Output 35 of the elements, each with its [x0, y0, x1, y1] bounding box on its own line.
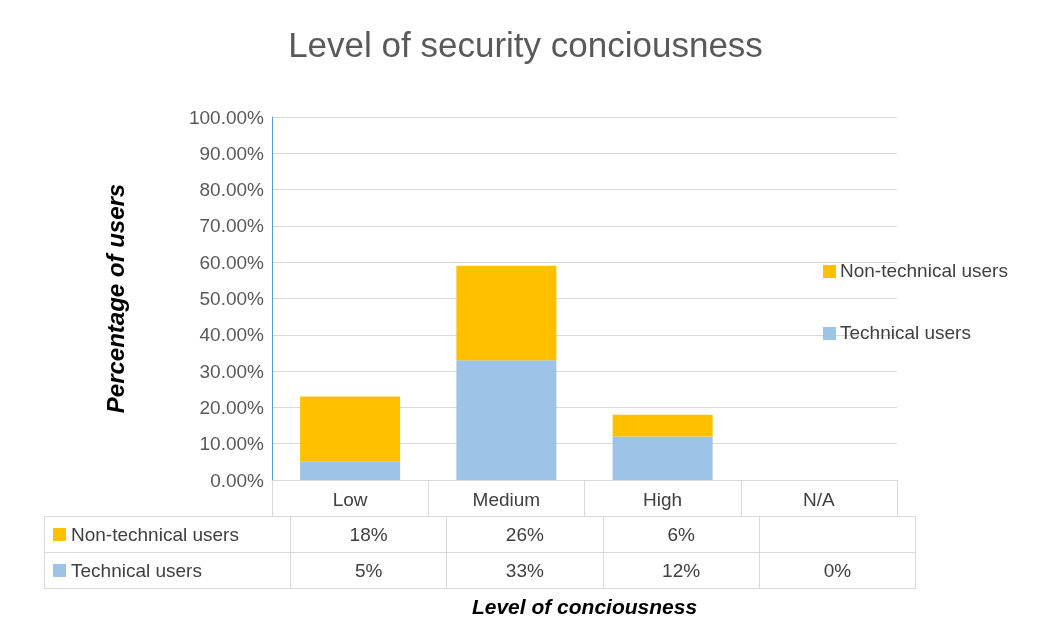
- text: Non-technical users: [71, 523, 239, 545]
- legend-label: Non-technical users: [839, 259, 1008, 283]
- data-label: 33%: [446, 552, 603, 589]
- data-label: 6%: [603, 516, 760, 553]
- x-tick-label: High: [643, 489, 683, 510]
- data-label: 18%: [290, 516, 447, 553]
- x-axis-title: Level of conciousness: [470, 595, 699, 619]
- y-tick-label: 0.00%: [210, 469, 265, 491]
- chart-title: Level of security conciousness: [288, 25, 763, 64]
- data-label: 0%: [759, 552, 916, 589]
- y-axis-title: Percentage of users: [101, 183, 129, 414]
- bar: [612, 414, 713, 437]
- bar: [456, 265, 557, 361]
- legend-label: Technical users: [839, 321, 972, 345]
- data-label: 5%: [290, 552, 447, 589]
- y-tick-label: 30.00%: [199, 360, 265, 382]
- y-tick-label: 50.00%: [199, 288, 265, 309]
- y-tick-label: 100.00%: [188, 106, 265, 128]
- data-label: 12%: [603, 552, 760, 589]
- bar: [612, 436, 713, 480]
- bar: [300, 461, 401, 480]
- y-tick-label: 70.00%: [199, 215, 265, 237]
- data-label: 26%: [446, 516, 603, 553]
- bar: [456, 360, 557, 480]
- text: Technical users: [71, 559, 202, 581]
- y-tick-label: 10.00%: [199, 433, 265, 455]
- y-tick-label: 20.00%: [199, 396, 265, 418]
- x-tick-label: N/A: [803, 489, 836, 510]
- y-tick-label: 40.00%: [199, 324, 265, 346]
- x-tick-label: Low: [332, 489, 368, 510]
- y-tick-label: 60.00%: [199, 251, 265, 273]
- y-tick-label: 90.00%: [199, 142, 265, 164]
- y-tick-label: 80.00%: [199, 179, 265, 201]
- bar: [300, 396, 401, 462]
- x-tick-label: Medium: [472, 489, 541, 510]
